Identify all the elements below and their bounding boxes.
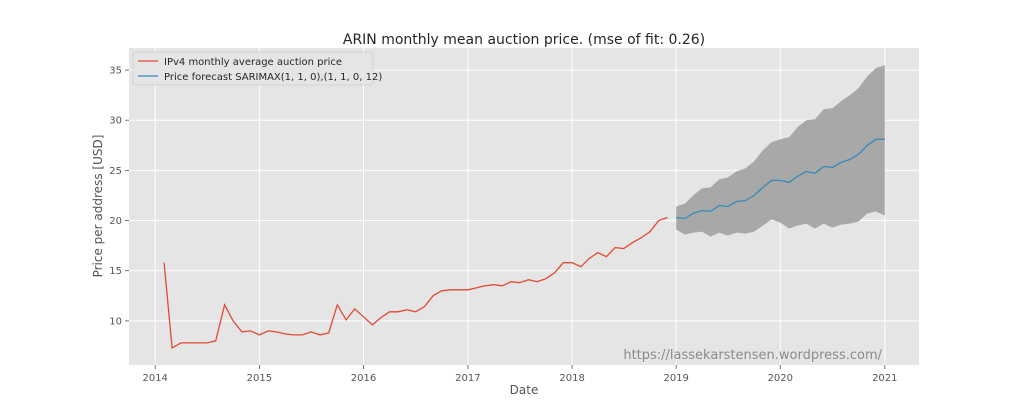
x-tick-label: 2015 [247,373,272,384]
series-line-observed [163,216,668,349]
confidence-band [676,65,885,237]
y-tick-label: 30 [109,116,122,127]
legend-box [132,51,374,86]
y-tick-label: 15 [109,266,122,277]
y-tick-label: 25 [109,166,122,177]
x-axis: 2014 2015 2016 2017 2018 2019 2020 2021 [142,365,898,384]
series-line-forecast [676,138,885,220]
y-tick-label: 35 [109,66,122,77]
x-tick-label: 2014 [142,373,167,384]
x-tick-label: 2019 [663,373,688,384]
x-tick-label: 2016 [351,373,376,384]
legend-entry-observed: IPv4 monthly average auction price [164,57,342,68]
watermark: https://lassekarstensen.wordpress.com/ [623,348,882,363]
y-axis: 10 15 20 25 30 35 [109,66,129,327]
chart-title: ARIN monthly mean auction price. (mse of… [343,32,705,48]
x-axis-label: Date [510,383,539,397]
y-tick-label: 20 [109,216,122,227]
legend-entry-forecast: Price forecast SARIMAX(1, 1, 0),(1, 1, 0… [164,72,382,83]
x-tick-label: 2021 [872,373,897,384]
y-axis-label: Price per address [USD] [91,135,105,278]
x-tick-label: 2018 [559,373,584,384]
y-tick-label: 10 [109,316,122,327]
x-tick-label: 2017 [455,373,480,384]
legend: IPv4 monthly average auction price Price… [132,51,382,86]
x-tick-label: 2020 [768,373,793,384]
